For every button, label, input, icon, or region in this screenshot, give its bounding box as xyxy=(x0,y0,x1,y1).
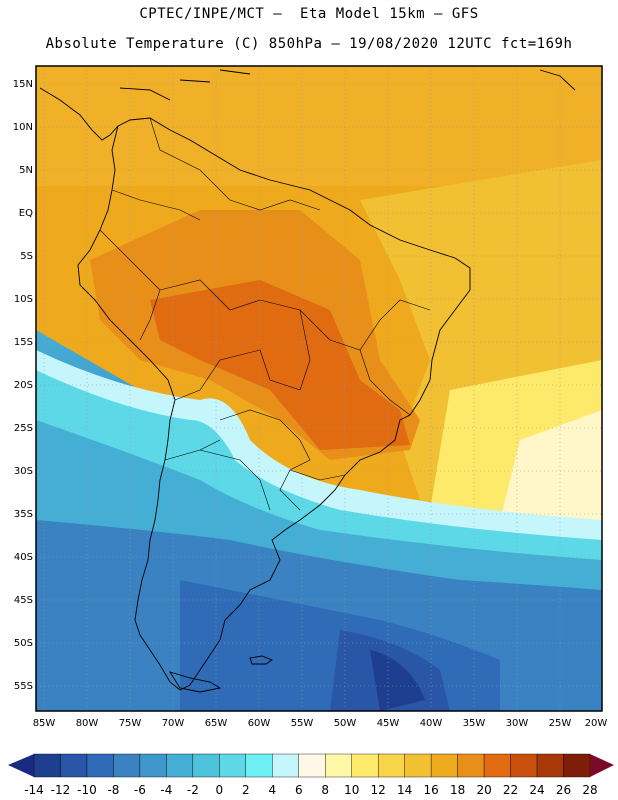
legend-label: 4 xyxy=(268,783,276,797)
lon-label: 35W xyxy=(463,718,486,729)
legend-swatch xyxy=(351,753,379,778)
lon-label: 40W xyxy=(420,718,443,729)
longitude-axis: 85W 80W 75W 70W 65W 60W 55W 50W 45W 40W … xyxy=(33,718,608,729)
coastlines xyxy=(39,69,576,693)
lat-label: 40S xyxy=(14,552,33,563)
lat-label: EQ xyxy=(19,208,33,219)
lon-label: 45W xyxy=(377,718,400,729)
legend-label: 2 xyxy=(242,783,250,797)
lat-label: 35S xyxy=(14,509,33,520)
lon-label: 75W xyxy=(119,718,142,729)
lon-label: 60W xyxy=(248,718,271,729)
lon-label: 85W xyxy=(33,718,56,729)
legend-over-arrow xyxy=(590,754,614,777)
lon-label: 30W xyxy=(506,718,529,729)
legend-label: 0 xyxy=(216,783,224,797)
temperature-field xyxy=(36,66,602,711)
legend-swatch xyxy=(404,753,432,778)
legend-swatch xyxy=(325,753,352,778)
legend-swatch xyxy=(192,753,220,778)
lat-label: 5N xyxy=(19,165,33,176)
coast-falklands xyxy=(249,655,273,665)
legend-swatch xyxy=(33,753,61,778)
lat-label: 55S xyxy=(14,681,33,692)
field-cold-5 xyxy=(370,650,425,711)
legend-label: 12 xyxy=(371,783,386,797)
legend-label: 14 xyxy=(397,783,412,797)
legend-label: 10 xyxy=(344,783,359,797)
legend-swatch xyxy=(86,753,114,778)
lon-label: 80W xyxy=(76,718,99,729)
legend-swatch xyxy=(483,753,511,778)
country-borders xyxy=(99,117,431,511)
lon-label: 55W xyxy=(291,718,314,729)
field-continent-hotter xyxy=(150,280,410,450)
legend-label: 26 xyxy=(556,783,571,797)
legend-label: -2 xyxy=(187,783,199,797)
lat-label: 20S xyxy=(14,380,33,391)
legend-swatch xyxy=(219,753,247,778)
legend-swatch xyxy=(377,753,405,778)
lon-label: 25W xyxy=(549,718,572,729)
legend-under-arrow xyxy=(8,754,34,777)
temperature-map: 15N 10N 5N EQ 5S 10S 15S 20S 25S 30S 35S… xyxy=(13,65,608,729)
legend-label: 18 xyxy=(450,783,465,797)
legend-swatch xyxy=(139,753,167,778)
legend-labels: -14 -12 -10 -8 -6 -4 -2 0 2 4 6 8 10 12 14 16 18 20 22 24 26… xyxy=(24,783,597,797)
legend-label: -14 xyxy=(24,783,44,797)
legend-label: -4 xyxy=(160,783,172,797)
legend-swatches xyxy=(33,753,591,778)
lon-label: 65W xyxy=(205,718,228,729)
legend-label: 8 xyxy=(321,783,329,797)
legend-swatch xyxy=(563,753,591,778)
coast-tierra-del-fuego xyxy=(168,671,222,693)
lat-label: 10S xyxy=(14,294,33,305)
legend-label: 20 xyxy=(476,783,491,797)
legend-swatch xyxy=(536,753,564,778)
lat-label: 25S xyxy=(14,423,33,434)
field-north xyxy=(36,66,602,186)
legend-label: 16 xyxy=(424,783,439,797)
lat-label: 30S xyxy=(14,466,33,477)
lat-label: 15S xyxy=(14,337,33,348)
lat-label: 10N xyxy=(13,122,33,133)
legend-swatch xyxy=(430,753,458,778)
legend-swatch xyxy=(272,753,299,778)
legend-label: -6 xyxy=(134,783,146,797)
coast-south-america xyxy=(77,117,471,691)
legend-swatch xyxy=(113,753,141,778)
legend-label: -8 xyxy=(107,783,119,797)
map-frame xyxy=(35,65,603,712)
lat-label: 15N xyxy=(13,79,33,90)
lon-label: 70W xyxy=(162,718,185,729)
legend-label: 24 xyxy=(529,783,544,797)
lat-label: 50S xyxy=(14,638,33,649)
lon-label: 50W xyxy=(334,718,357,729)
title-line-1: CPTEC/INPE/MCT – Eta Model 15km – GFS xyxy=(139,6,479,22)
color-legend: -14 -12 -10 -8 -6 -4 -2 0 2 4 6 8 10 12 14 16 18 20 22 24 26… xyxy=(8,753,614,797)
coast-central-america xyxy=(39,87,119,141)
legend-swatch xyxy=(166,753,194,778)
lat-label: 5S xyxy=(20,251,33,262)
legend-label: 28 xyxy=(582,783,597,797)
legend-swatch xyxy=(245,753,273,778)
title-line-2: Absolute Temperature (C) 850hPa – 19/08/… xyxy=(45,36,573,52)
legend-label: 22 xyxy=(503,783,518,797)
legend-swatch xyxy=(60,753,88,778)
legend-swatch xyxy=(298,753,326,778)
field-atlantic-pale xyxy=(500,410,602,530)
latitude-axis: 15N 10N 5N EQ 5S 10S 15S 20S 25S 30S 35S… xyxy=(13,79,33,692)
legend-label: -12 xyxy=(51,783,71,797)
legend-swatch xyxy=(457,753,485,778)
lat-label: 45S xyxy=(14,595,33,606)
lon-label: 20W xyxy=(585,718,608,729)
legend-swatch xyxy=(510,753,538,778)
legend-label: 6 xyxy=(295,783,303,797)
legend-label: -10 xyxy=(77,783,97,797)
